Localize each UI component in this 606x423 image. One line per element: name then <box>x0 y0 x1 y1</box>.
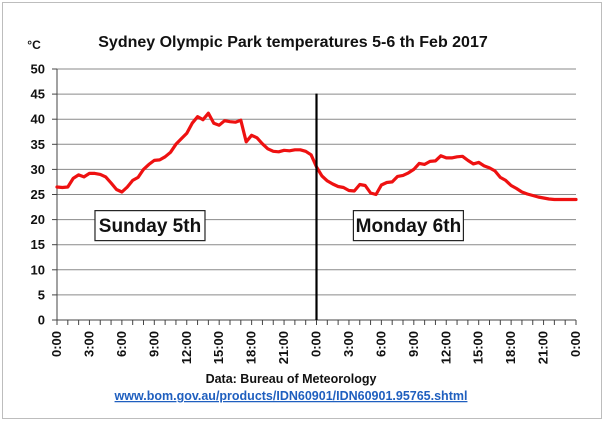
x-tick-label: 21:00 <box>276 331 291 364</box>
x-tick-label: 9:00 <box>406 331 421 357</box>
y-axis-unit: °C <box>27 38 41 52</box>
source-url-link[interactable]: www.bom.gov.au/products/IDN60901/IDN6090… <box>114 389 468 403</box>
x-tick-label: 18:00 <box>503 331 518 364</box>
day-annotations: Sunday 5th Monday 6th <box>94 210 465 242</box>
x-tick-label: 0:00 <box>568 331 583 357</box>
y-tick-label: 10 <box>31 262 45 277</box>
x-tick-label: 15:00 <box>471 331 486 364</box>
x-tick-label: 12:00 <box>179 331 194 364</box>
y-tick-label: 20 <box>31 212 45 227</box>
y-tick-label: 35 <box>31 137 45 152</box>
x-tick-label: 6:00 <box>114 331 129 357</box>
y-tick-label: 25 <box>31 187 45 202</box>
x-tick-label: 15:00 <box>211 331 226 364</box>
day-label-box <box>94 210 206 242</box>
y-tick-label: 30 <box>31 162 45 177</box>
x-axis-ticks: 0:00 3:00 6:00 9:00 12:00 15:00 18:00 21:00 0:00… <box>49 320 583 364</box>
y-tick-label: 45 <box>31 87 45 102</box>
x-tick-label: 3:00 <box>81 331 96 357</box>
y-axis-ticks: 0 5 10 15 20 25 30 35 40 45 50 <box>31 62 57 328</box>
x-tick-label: 12:00 <box>438 331 453 364</box>
x-tick-label: 3:00 <box>341 331 356 357</box>
y-tick-label: 40 <box>31 112 45 127</box>
x-tick-label: 6:00 <box>373 331 388 357</box>
y-tick-label: 0 <box>38 313 45 328</box>
day-label-text: Monday 6th <box>356 216 462 237</box>
x-tick-label: 9:00 <box>146 331 161 357</box>
chart-title: Sydney Olympic Park temperatures 5-6 th … <box>98 34 488 51</box>
x-tick-label: 21:00 <box>536 331 551 364</box>
data-source-caption: Data: Bureau of Meteorology <box>206 372 377 386</box>
x-tick-label: 0:00 <box>49 331 64 357</box>
y-tick-label: 15 <box>31 237 45 252</box>
day-label-text: Sunday 5th <box>99 216 201 237</box>
x-tick-label: 18:00 <box>244 331 259 364</box>
day-label-box <box>352 210 465 242</box>
y-tick-label: 5 <box>38 287 45 302</box>
y-tick-label: 50 <box>31 62 45 77</box>
x-tick-label: 0:00 <box>309 331 324 357</box>
